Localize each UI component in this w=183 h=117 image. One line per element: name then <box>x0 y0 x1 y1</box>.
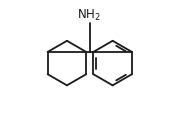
Text: NH$_2$: NH$_2$ <box>77 8 100 23</box>
